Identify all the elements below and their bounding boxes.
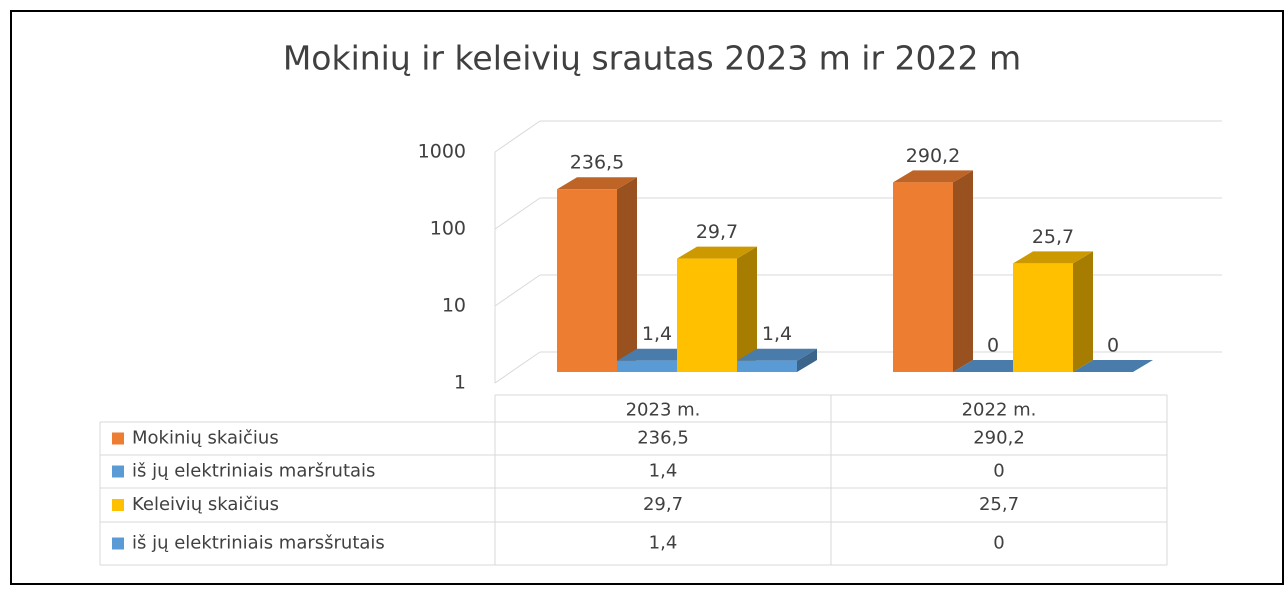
legend-label: Keleivių skaičius	[132, 494, 279, 515]
grid-line	[494, 274, 541, 307]
data-label: 1,4	[642, 323, 672, 345]
bar-face	[737, 360, 797, 372]
bar	[737, 348, 817, 372]
y-tick-label: 10	[442, 295, 466, 317]
bar-face	[617, 177, 637, 372]
bar-face	[1073, 251, 1093, 372]
bar	[1073, 360, 1153, 372]
y-tick-label: 1000	[418, 141, 466, 163]
bar-face	[1013, 251, 1093, 264]
bar-face	[677, 246, 757, 259]
legend-label: iš jų elektriniais marsšrutais	[132, 533, 385, 554]
bar-face	[893, 182, 953, 372]
legend-label: iš jų elektriniais maršrutais	[132, 461, 375, 482]
grid-line	[494, 351, 541, 384]
table-cell: 290,2	[973, 428, 1025, 449]
bar-face	[737, 246, 757, 372]
bar	[677, 246, 757, 372]
table-cell: 0	[993, 461, 1004, 482]
bar	[1013, 251, 1093, 372]
grid-line	[494, 197, 541, 230]
legend-label: Mokinių skaičius	[132, 428, 279, 449]
legend-swatch	[112, 499, 124, 511]
bar-face	[893, 170, 973, 183]
bar	[893, 170, 973, 372]
table-cell: 236,5	[637, 428, 689, 449]
y-tick-label: 100	[430, 218, 466, 240]
legend-swatch	[112, 432, 124, 445]
data-label: 1,4	[762, 323, 792, 345]
bar-face	[617, 360, 677, 372]
bar	[557, 177, 637, 372]
data-label: 0	[987, 335, 999, 357]
bar-face	[1073, 360, 1153, 372]
data-label: 236,5	[570, 152, 624, 174]
legend-swatch	[112, 465, 124, 478]
table-cell: 25,7	[979, 494, 1019, 515]
data-label: 0	[1107, 335, 1119, 357]
bar-face	[953, 170, 973, 372]
table-cell: 0	[993, 533, 1004, 554]
y-tick-label: 1	[454, 372, 466, 394]
x-tick-label: 2022 m.	[962, 400, 1037, 421]
legend-swatch	[112, 537, 124, 550]
table-cell: 1,4	[649, 533, 678, 554]
x-tick-label: 2023 m.	[626, 400, 701, 421]
chart-title: Mokinių ir keleivių srautas 2023 m ir 20…	[283, 39, 1021, 78]
bar-face	[737, 348, 817, 361]
bar-face	[1013, 263, 1073, 372]
bar-face	[797, 348, 817, 372]
table-cell: 29,7	[643, 494, 683, 515]
data-label: 25,7	[1032, 226, 1074, 248]
grid-line	[494, 120, 541, 153]
data-label: 290,2	[906, 145, 960, 167]
table-cell: 1,4	[649, 461, 678, 482]
bar-face	[557, 189, 617, 372]
data-label: 29,7	[696, 221, 738, 243]
bar-face	[677, 258, 737, 372]
bar-face	[557, 177, 637, 190]
